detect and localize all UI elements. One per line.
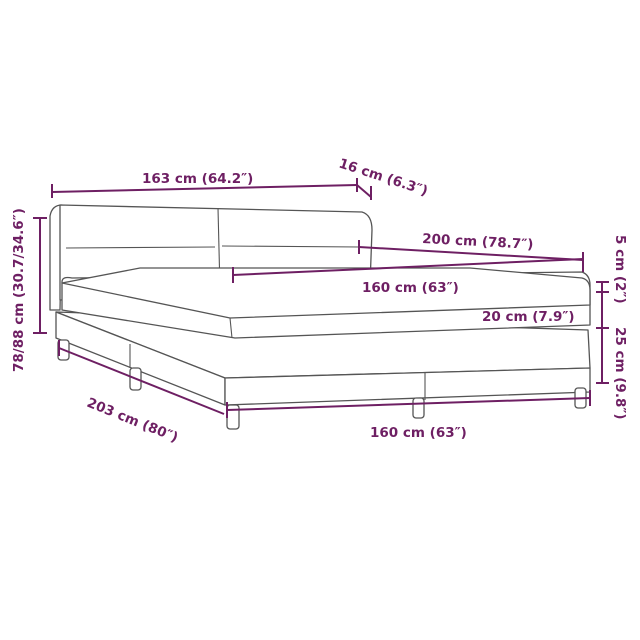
- mattress-height-label: 20 cm (7.9″): [482, 309, 575, 325]
- bed-illustration: [49, 204, 591, 430]
- total-length-label: 203 cm (80″): [85, 395, 181, 446]
- total-height-label: 78/88 cm (30.7/34.6″): [11, 208, 27, 372]
- headboard-depth-label: 16 cm (6.3″): [337, 156, 430, 200]
- dimension-lines: [33, 178, 609, 418]
- length-label: 200 cm (78.7″): [422, 231, 534, 253]
- topper-height-label: 5 cm (2″): [612, 235, 628, 304]
- base-width-label: 160 cm (63″): [370, 425, 467, 441]
- mattress-width-label: 160 cm (63″): [362, 280, 459, 296]
- base-height-label: 25 cm (9.8″): [612, 327, 628, 420]
- headboard-width-label: 163 cm (64.2″): [142, 171, 253, 187]
